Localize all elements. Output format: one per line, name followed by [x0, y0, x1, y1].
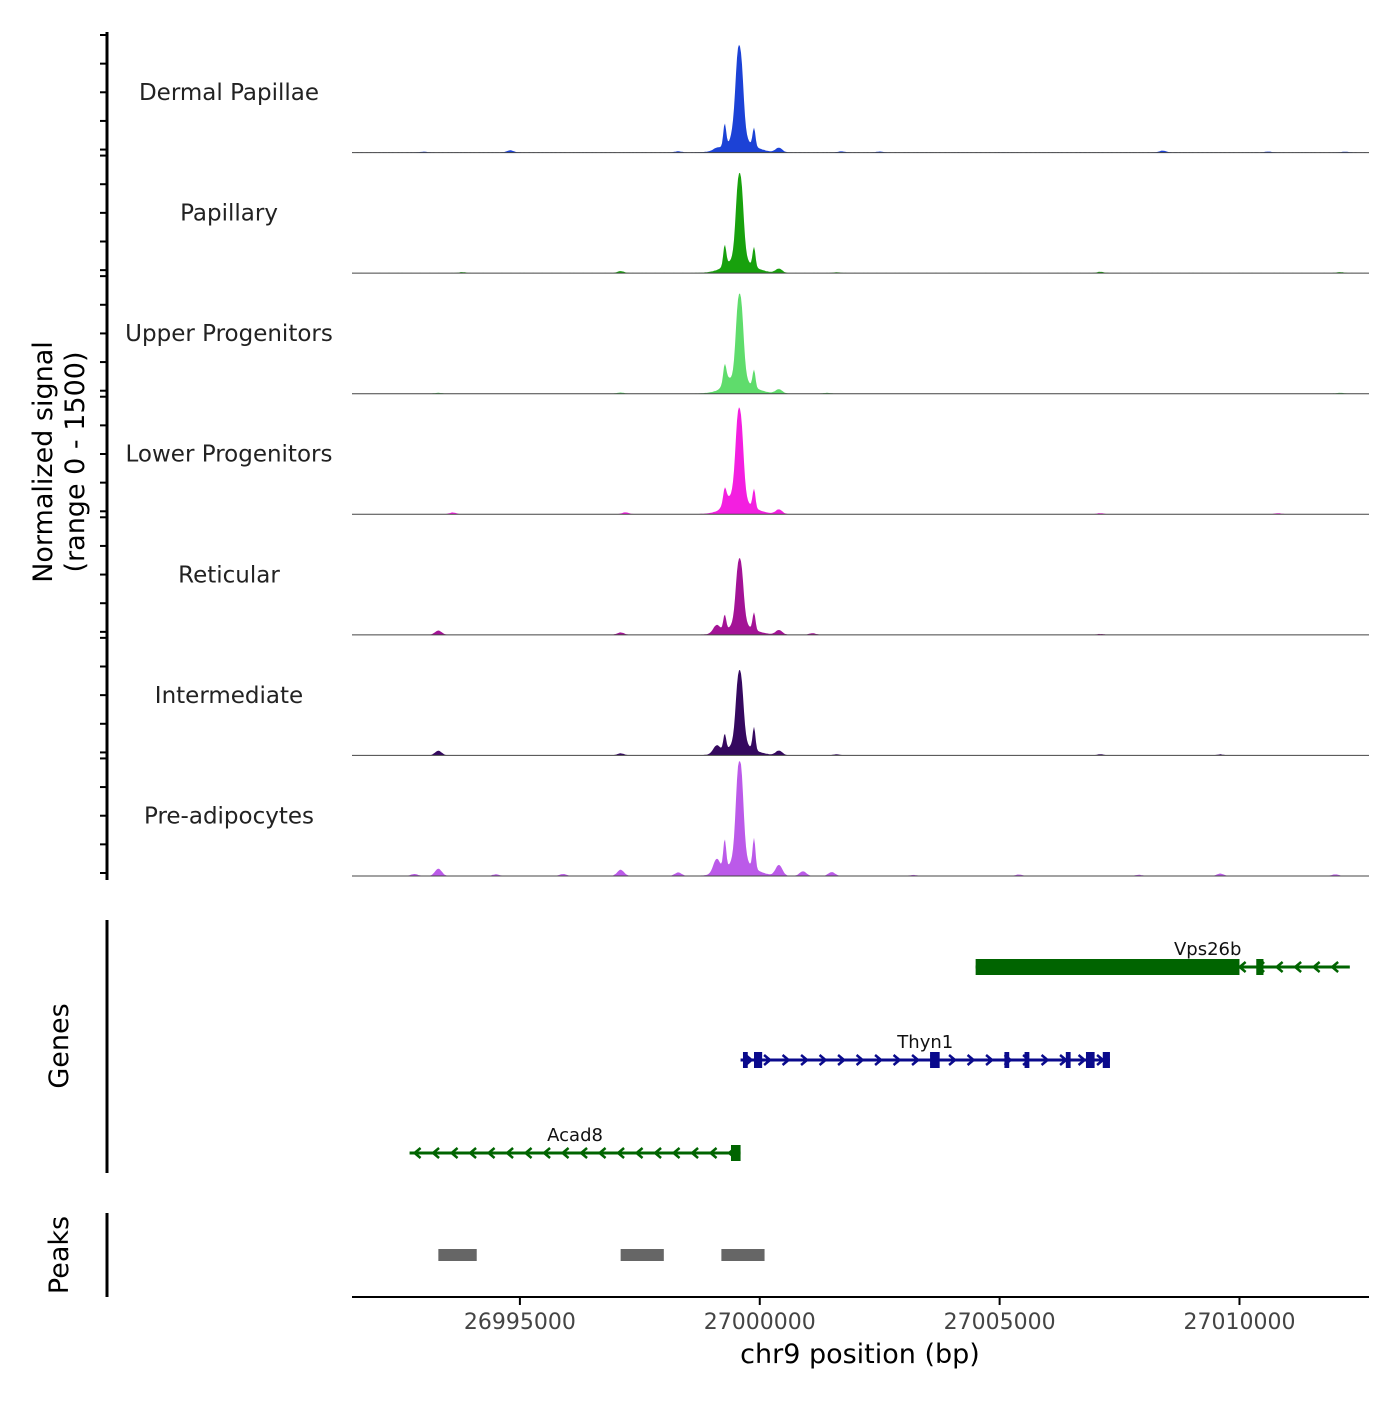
track-intermediate: Intermediate: [155, 670, 1369, 756]
strand-arrow: [431, 1147, 440, 1159]
strand-arrow: [597, 1147, 607, 1159]
peak-regions: [438, 1249, 765, 1261]
y-axis-title-line1: Normalized signal: [28, 341, 59, 583]
track-label: Lower Progenitors: [126, 442, 333, 468]
track-label: Papillary: [180, 201, 278, 227]
track-label: Reticular: [178, 562, 280, 588]
gene-vps26b: Vps26b: [975, 939, 1350, 975]
gene-exon: [1065, 1052, 1071, 1068]
strand-arrow: [800, 1054, 810, 1066]
strand-arrow: [781, 1054, 791, 1066]
peaks-panel-label: Peaks: [44, 1216, 75, 1294]
track-dermal-papillae: Dermal Papillae: [139, 44, 1369, 154]
gene-thyn1: Thyn1: [740, 1032, 1110, 1068]
strand-arrow: [966, 1054, 976, 1066]
x-tick-label: 26995000: [464, 1310, 576, 1335]
track-label: Upper Progenitors: [125, 321, 333, 347]
strand-arrow: [985, 1054, 995, 1066]
gene-label: Acad8: [547, 1125, 603, 1146]
gene-exon: [1004, 1052, 1010, 1068]
track-lower-progenitors: Lower Progenitors: [126, 407, 1369, 515]
strand-arrow: [855, 1054, 865, 1066]
genes-panel-label: Genes: [44, 1003, 75, 1088]
strand-arrow: [892, 1054, 902, 1066]
strand-arrow: [874, 1054, 884, 1066]
signal-area: [352, 293, 1369, 394]
strand-arrow: [1077, 1054, 1087, 1066]
strand-arrow: [708, 1147, 718, 1159]
x-axis-ticks: 26995000 27000000 27005000 27010000: [464, 1297, 1295, 1335]
gene-exon: [1256, 959, 1264, 975]
signal-area: [352, 44, 1369, 153]
strand-arrow: [948, 1054, 958, 1066]
signal-y-ticks: [100, 34, 107, 874]
track-label: Dermal Papillae: [139, 80, 319, 106]
strand-arrow: [818, 1054, 828, 1066]
peak-region: [721, 1249, 765, 1261]
peak-region: [438, 1249, 477, 1261]
gene-exon: [930, 1052, 940, 1068]
gene-exon: [1102, 1052, 1110, 1068]
x-tick-label: 27005000: [944, 1310, 1056, 1335]
strand-arrow: [634, 1147, 644, 1159]
strand-arrow: [653, 1147, 662, 1159]
strand-arrow: [560, 1147, 570, 1159]
strand-arrow: [690, 1147, 699, 1159]
strand-arrow: [523, 1147, 533, 1159]
gene-exon: [975, 959, 1240, 975]
strand-arrow: [1311, 961, 1321, 973]
gene-label: Thyn1: [896, 1032, 953, 1053]
strand-arrow: [1274, 961, 1284, 973]
signal-area: [352, 172, 1369, 274]
track-label: Pre-adipocytes: [144, 803, 314, 829]
strand-arrow: [468, 1147, 477, 1159]
strand-arrow: [579, 1147, 588, 1159]
strand-arrow: [542, 1147, 551, 1159]
strand-arrow: [616, 1147, 625, 1159]
signal-area: [352, 670, 1369, 756]
gene-exon: [1024, 1052, 1030, 1068]
track-label: Intermediate: [155, 683, 303, 709]
track-pre-adipocytes: Pre-adipocytes: [144, 761, 1369, 877]
track-upper-progenitors: Upper Progenitors: [125, 293, 1369, 395]
strand-arrow: [1040, 1054, 1050, 1066]
gene-exon: [1085, 1052, 1095, 1068]
strand-arrow: [449, 1147, 459, 1159]
gene-exon: [754, 1052, 763, 1068]
x-axis-title: chr9 position (bp): [740, 1339, 980, 1370]
strand-arrow: [1330, 961, 1339, 973]
strand-arrow: [763, 1054, 773, 1066]
x-tick-label: 27000000: [704, 1310, 816, 1335]
gene-label: Vps26b: [1174, 939, 1241, 960]
strand-arrow: [911, 1054, 921, 1066]
track-papillary: Papillary: [180, 172, 1369, 274]
gene-acad8: Acad8: [409, 1125, 741, 1161]
x-tick-label: 27010000: [1183, 1310, 1295, 1335]
strand-arrow: [1293, 961, 1302, 973]
gene-exon: [730, 1145, 741, 1161]
strand-arrow: [1237, 961, 1247, 973]
track-reticular: Reticular: [178, 558, 1369, 636]
signal-area: [352, 558, 1369, 635]
strand-arrow: [505, 1147, 514, 1159]
y-axis-title-line2: (range 0 - 1500): [60, 352, 91, 573]
gene-exon: [742, 1052, 748, 1068]
gene-annotations: Vps26b Thyn1 Acad8: [409, 939, 1350, 1161]
strand-arrow: [671, 1147, 681, 1159]
strand-arrow: [412, 1147, 422, 1159]
strand-arrow: [486, 1147, 496, 1159]
signal-tracks: Dermal Papillae Papillary Upper Progenitor…: [125, 44, 1369, 877]
signal-area: [352, 407, 1369, 515]
signal-area: [352, 761, 1369, 876]
strand-arrow: [837, 1054, 847, 1066]
peak-region: [620, 1249, 664, 1261]
y-axis-title: Normalized signal (range 0 - 1500): [28, 341, 91, 583]
